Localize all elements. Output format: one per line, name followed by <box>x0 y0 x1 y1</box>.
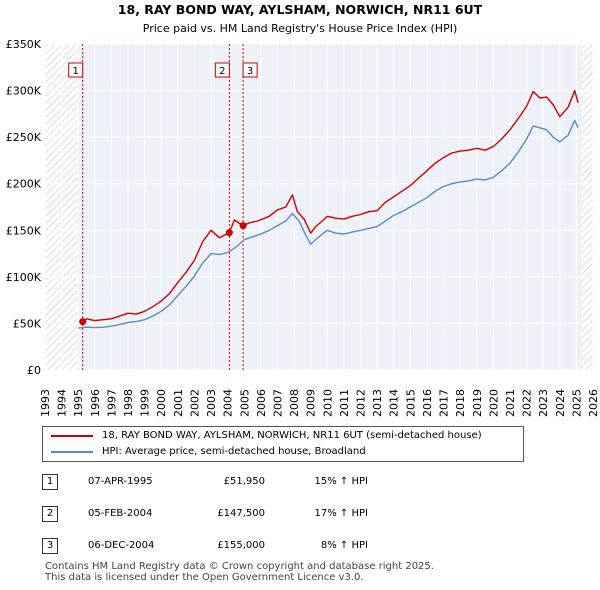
x-tick-label: 1998 <box>122 389 135 417</box>
x-tick-label: 2005 <box>238 389 251 417</box>
sale-point <box>239 222 247 230</box>
x-tick-label: 2022 <box>521 389 534 417</box>
x-tick-label: 2023 <box>537 389 550 417</box>
transaction-number-badge: 2 <box>42 506 58 522</box>
transaction-price: £155,000 <box>217 540 265 551</box>
x-tick-label: 2002 <box>188 389 201 417</box>
y-tick-label: £50K <box>13 317 42 330</box>
transaction-price: £51,950 <box>223 476 265 487</box>
x-tick-label: 2010 <box>321 389 334 417</box>
legend-label-hpi: HPI: Average price, semi-detached house,… <box>102 446 366 457</box>
table-row: 3 06-DEC-2004 £155,000 8% ↑ HPI <box>0 537 600 555</box>
x-tick-label: 2018 <box>454 389 467 417</box>
sale-point <box>225 229 233 237</box>
sale-point <box>79 318 87 326</box>
transaction-hpi-diff: 8% ↑ HPI <box>320 540 368 551</box>
x-tick-label: 2000 <box>155 389 168 417</box>
legend: 18, RAY BOND WAY, AYLSHAM, NORWICH, NR11… <box>42 426 524 462</box>
sale-label-box <box>214 62 230 78</box>
transaction-date: 06-DEC-2004 <box>88 540 155 551</box>
sale-label-box <box>68 62 84 78</box>
sale-label-box <box>242 62 258 78</box>
y-tick-label: £250K <box>6 131 42 144</box>
footer-copyright: Contains HM Land Registry data © Crown c… <box>45 561 434 572</box>
hpi-series-line <box>78 119 579 329</box>
x-tick-label: 2012 <box>355 389 368 417</box>
x-tick-label: 1994 <box>56 389 69 417</box>
footer: Contains HM Land Registry data © Crown c… <box>45 561 434 583</box>
x-tick-label: 1993 <box>39 389 52 417</box>
chart: 18, RAY BOND WAY, AYLSHAM, NORWICH, NR11… <box>6 2 600 417</box>
transaction-date: 05-FEB-2004 <box>88 508 153 519</box>
x-tick-label: 2019 <box>471 389 484 417</box>
y-tick-label: £350K <box>6 38 42 51</box>
y-tick-label: £0 <box>27 364 41 377</box>
plot-area <box>45 44 593 370</box>
x-tick-label: 2024 <box>554 389 567 417</box>
x-tick-label: 2025 <box>570 389 583 417</box>
transaction-date: 07-APR-1995 <box>88 476 153 487</box>
x-tick-label: 2014 <box>388 389 401 417</box>
x-tick-label: 1997 <box>105 389 118 417</box>
transaction-hpi-diff: 17% ↑ HPI <box>314 508 368 519</box>
x-tick-label: 2011 <box>338 389 351 417</box>
x-tick-label: 2001 <box>172 389 185 417</box>
x-tick-label: 2021 <box>504 389 517 417</box>
y-tick-label: £150K <box>6 224 42 237</box>
sale-label-text: 1 <box>73 66 79 77</box>
chart-subtitle: Price paid vs. HM Land Registry's House … <box>143 22 458 35</box>
transaction-number-badge: 3 <box>42 538 58 554</box>
legend-swatch-hpi <box>51 451 93 453</box>
y-tick-label: £300K <box>6 85 42 98</box>
x-tick-label: 2004 <box>222 389 235 417</box>
table-row: 1 07-APR-1995 £51,950 15% ↑ HPI <box>0 473 600 491</box>
x-tick-label: 2008 <box>288 389 301 417</box>
chart-title: 18, RAY BOND WAY, AYLSHAM, NORWICH, NR11… <box>118 2 483 17</box>
legend-label-property: 18, RAY BOND WAY, AYLSHAM, NORWICH, NR11… <box>102 430 482 441</box>
sale-label-text: 3 <box>247 66 253 77</box>
x-tick-label: 1999 <box>139 389 152 417</box>
x-tick-label: 2017 <box>438 389 451 417</box>
x-tick-label: 2009 <box>305 389 318 417</box>
x-tick-label: 2007 <box>271 389 284 417</box>
sale-label-text: 2 <box>219 66 225 77</box>
transaction-hpi-diff: 15% ↑ HPI <box>314 476 368 487</box>
x-tick-label: 2016 <box>421 389 434 417</box>
x-tick-label: 2015 <box>404 389 417 417</box>
x-tick-label: 1996 <box>89 389 102 417</box>
x-tick-label: 2026 <box>587 389 600 417</box>
x-tick-label: 1995 <box>72 389 85 417</box>
x-tick-label: 2020 <box>487 389 500 417</box>
y-tick-label: £200K <box>6 178 42 191</box>
x-tick-label: 2006 <box>255 389 268 417</box>
footer-license: This data is licensed under the Open Gov… <box>45 572 364 583</box>
hatched-region-end <box>581 44 593 370</box>
transaction-price: £147,500 <box>217 508 265 519</box>
legend-swatch-property <box>51 435 93 437</box>
x-tick-label: 2013 <box>371 389 384 417</box>
x-tick-label: 2003 <box>205 389 218 417</box>
y-tick-label: £100K <box>6 271 42 284</box>
transaction-number-badge: 1 <box>42 474 58 490</box>
property-series-line <box>82 89 579 323</box>
table-row: 2 05-FEB-2004 £147,500 17% ↑ HPI <box>0 505 600 523</box>
